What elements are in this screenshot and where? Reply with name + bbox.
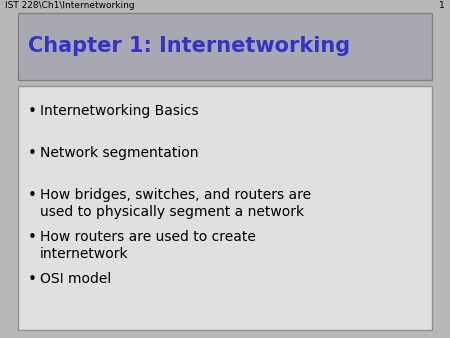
Text: How routers are used to create
internetwork: How routers are used to create internetw… <box>40 230 256 261</box>
Text: 1: 1 <box>439 1 445 10</box>
Text: •: • <box>27 104 36 119</box>
FancyBboxPatch shape <box>18 13 432 80</box>
Text: •: • <box>27 146 36 161</box>
Text: Network segmentation: Network segmentation <box>40 146 198 160</box>
Text: Internetworking Basics: Internetworking Basics <box>40 104 198 118</box>
Text: IST 228\Ch1\Internetworking: IST 228\Ch1\Internetworking <box>5 1 135 10</box>
FancyBboxPatch shape <box>18 86 432 330</box>
Text: How bridges, switches, and routers are
used to physically segment a network: How bridges, switches, and routers are u… <box>40 188 311 219</box>
Text: Chapter 1: Internetworking: Chapter 1: Internetworking <box>28 37 350 56</box>
Text: OSI model: OSI model <box>40 272 111 286</box>
Text: •: • <box>27 272 36 287</box>
Text: •: • <box>27 188 36 203</box>
Text: •: • <box>27 230 36 245</box>
